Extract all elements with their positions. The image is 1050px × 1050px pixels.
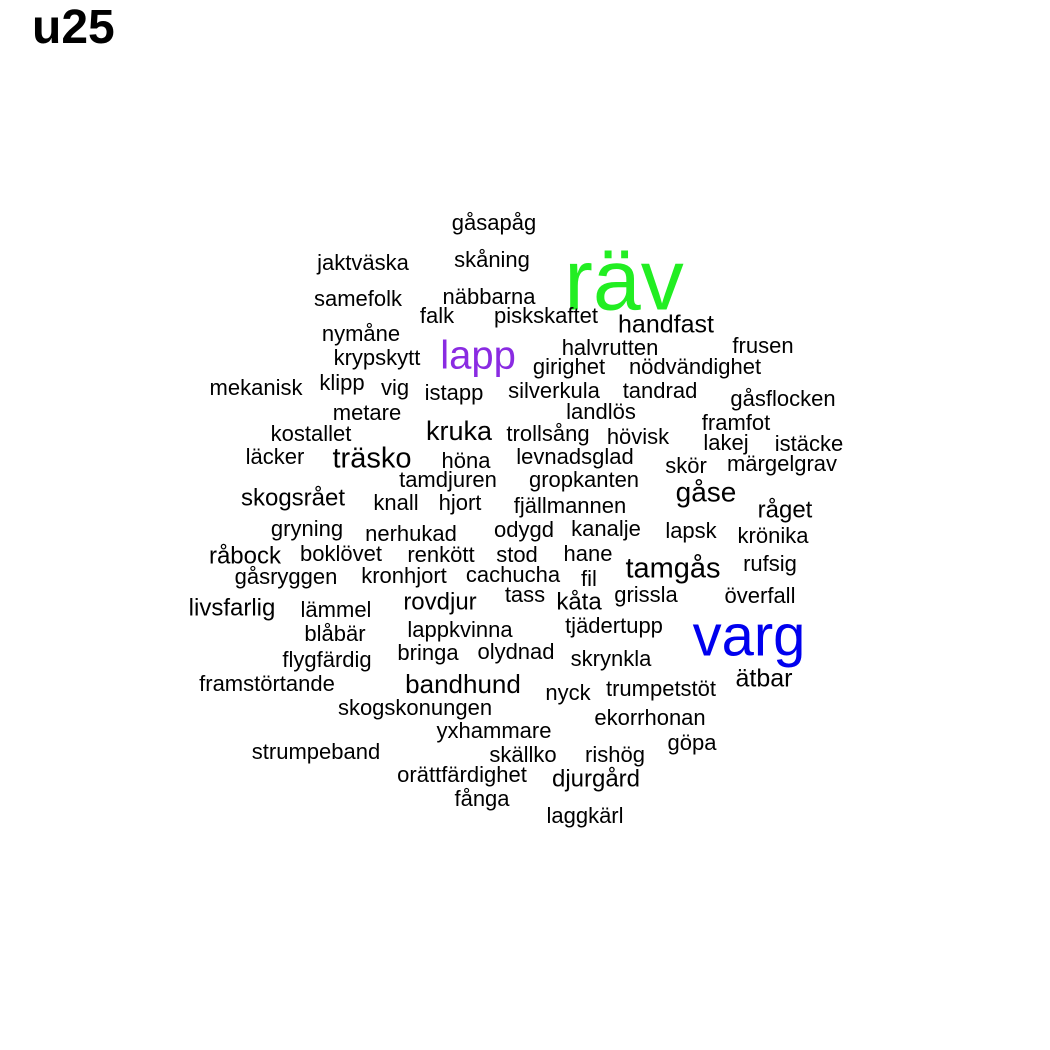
word-12: halvrutten xyxy=(562,335,659,360)
word-51: lapsk xyxy=(665,518,717,543)
word-43: hjort xyxy=(439,490,482,515)
word-54: boklövet xyxy=(300,541,382,566)
word-37: skör xyxy=(665,453,707,478)
word-85: yxhammare xyxy=(437,718,552,743)
word-75: bringa xyxy=(397,640,459,665)
word-87: strumpeband xyxy=(252,739,380,764)
word-32: istäcke xyxy=(775,431,843,456)
word-18: klipp xyxy=(319,370,364,395)
word-60: gåsryggen xyxy=(235,564,338,589)
word-40: gropkanten xyxy=(529,467,639,492)
word-22: tandrad xyxy=(623,378,698,403)
word-44: fjällmannen xyxy=(514,493,627,518)
word-59: rufsig xyxy=(743,551,797,576)
word-3: gåsapåg xyxy=(452,210,536,235)
word-61: kronhjort xyxy=(361,563,447,588)
word-25: landlös xyxy=(566,399,636,424)
word-78: framstörtande xyxy=(199,671,335,696)
word-17: mekanisk xyxy=(210,375,304,400)
word-28: kruka xyxy=(426,416,493,446)
word-91: djurgård xyxy=(552,765,640,792)
word-36: levnadsglad xyxy=(516,444,633,469)
word-5: skåning xyxy=(454,247,530,272)
word-62: cachucha xyxy=(466,562,561,587)
word-83: skogskonungen xyxy=(338,695,492,720)
word-82: ätbar xyxy=(736,665,793,693)
word-8: falk xyxy=(420,303,455,328)
word-56: stod xyxy=(496,542,538,567)
word-33: läcker xyxy=(246,444,305,469)
word-0: räv xyxy=(564,233,683,329)
word-2: lapp xyxy=(440,334,516,378)
word-19: vig xyxy=(381,375,409,400)
word-11: nymåne xyxy=(322,321,400,346)
word-13: frusen xyxy=(732,333,793,358)
word-41: skogsrået xyxy=(241,484,345,511)
word-20: istapp xyxy=(425,380,484,405)
word-79: bandhund xyxy=(405,669,521,699)
word-6: samefolk xyxy=(314,286,403,311)
word-84: ekorrhonan xyxy=(594,705,705,730)
word-74: flygfärdig xyxy=(282,647,371,672)
word-9: piskskaftet xyxy=(494,303,598,328)
word-63: fil xyxy=(581,566,597,591)
word-50: kanalje xyxy=(571,516,641,541)
word-27: kostallet xyxy=(271,421,352,446)
word-65: kåta xyxy=(556,588,602,615)
word-55: renkött xyxy=(407,542,474,567)
word-21: silverkula xyxy=(508,378,600,403)
word-26: framfot xyxy=(702,410,770,435)
word-39: tamdjuren xyxy=(399,467,497,492)
word-35: höna xyxy=(442,448,492,473)
word-7: näbbarna xyxy=(443,284,537,309)
word-70: rovdjur xyxy=(403,588,476,615)
word-49: odygd xyxy=(494,517,554,542)
word-92: fånga xyxy=(454,786,510,811)
word-48: nerhukad xyxy=(365,521,457,546)
word-88: skällko xyxy=(489,742,556,767)
word-89: rishög xyxy=(585,742,645,767)
word-71: blåbär xyxy=(304,621,365,646)
word-14: krypskytt xyxy=(334,345,421,370)
word-81: trumpetstöt xyxy=(606,676,716,701)
word-57: hane xyxy=(564,541,613,566)
word-10: handfast xyxy=(618,311,714,339)
word-53: råbock xyxy=(209,542,282,569)
word-15: girighet xyxy=(533,354,605,379)
word-90: orättfärdighet xyxy=(397,762,527,787)
word-52: krönika xyxy=(738,523,810,548)
word-68: livsfarlig xyxy=(189,594,276,621)
word-34: träsko xyxy=(333,443,412,475)
word-16: nödvändighet xyxy=(629,354,761,379)
word-31: lakej xyxy=(703,430,748,455)
word-46: råget xyxy=(758,496,813,523)
word-64: tass xyxy=(505,582,545,607)
word-86: göpa xyxy=(668,730,718,755)
word-29: trollsång xyxy=(506,421,589,446)
word-93: laggkärl xyxy=(546,803,623,828)
word-42: knall xyxy=(373,490,418,515)
word-72: lappkvinna xyxy=(407,617,513,642)
word-47: gryning xyxy=(271,516,343,541)
word-38: märgelgrav xyxy=(727,451,837,476)
word-69: lämmel xyxy=(301,597,372,622)
word-4: jaktväska xyxy=(316,250,409,275)
page-title: u25 xyxy=(32,1,115,54)
word-24: metare xyxy=(333,400,401,425)
word-76: olydnad xyxy=(477,639,554,664)
word-66: grissla xyxy=(614,582,678,607)
word-77: skrynkla xyxy=(571,646,652,671)
word-23: gåsflocken xyxy=(730,386,835,411)
word-45: gåse xyxy=(676,476,737,507)
word-1: varg xyxy=(693,603,806,668)
word-67: överfall xyxy=(725,583,796,608)
word-30: hövisk xyxy=(607,424,670,449)
word-73: tjädertupp xyxy=(565,613,663,638)
word-80: nyck xyxy=(545,680,591,705)
word-58: tamgås xyxy=(625,553,720,585)
